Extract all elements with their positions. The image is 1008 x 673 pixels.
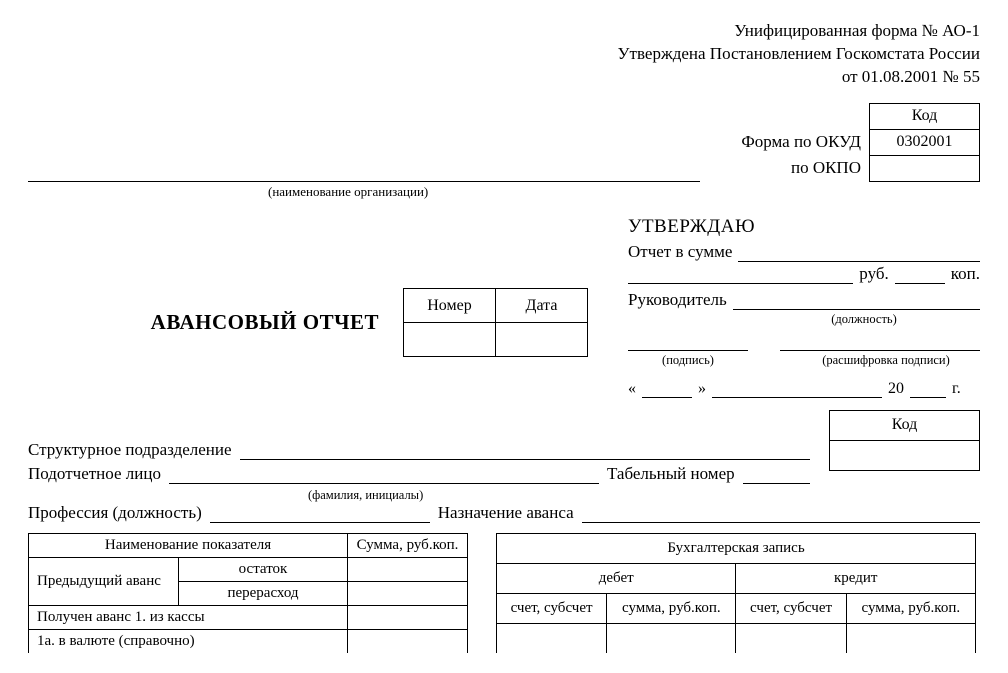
kod2-value — [830, 440, 980, 470]
lt-r1: Предыдущий аванс — [29, 557, 179, 605]
org-name-line — [28, 162, 700, 182]
year-prefix: 20 — [888, 380, 904, 398]
lt-r1a-val — [348, 557, 468, 581]
podot-label: Подотчетное лицо — [28, 464, 161, 484]
ruk-line — [733, 290, 980, 310]
rt-k-schet: счет, субсчет — [736, 593, 846, 623]
rasshifrovka-line — [780, 331, 980, 351]
indicators-table: Наименование показателя Сумма, руб.коп. … — [28, 533, 468, 654]
nazn-line — [582, 503, 980, 523]
sum-line2 — [628, 264, 853, 284]
tabel-line — [743, 464, 810, 484]
podpis-caption: (подпись) — [628, 353, 748, 368]
approve-title: УТВЕРЖДАЮ — [628, 216, 980, 238]
document-title: АВАНСОВЫЙ ОТЧЕТ — [151, 310, 379, 335]
ruk-label: Руководитель — [628, 290, 727, 310]
kop-line — [895, 264, 945, 284]
lt-r1a: остаток — [179, 557, 348, 581]
podot-line — [169, 464, 599, 484]
struct-line — [240, 440, 810, 460]
num-header: Номер — [404, 289, 496, 323]
org-caption: (наименование организации) — [28, 184, 980, 200]
rt-k-summa: сумма, руб.коп. — [846, 593, 975, 623]
rt-debet: дебет — [497, 563, 736, 593]
lt-h1: Наименование показателя — [29, 533, 348, 557]
rt-kredit: кредит — [736, 563, 976, 593]
lt-r1b-val — [348, 581, 468, 605]
okud-value: 0302001 — [870, 129, 980, 155]
fio-caption: (фамилия, инициалы) — [28, 488, 980, 503]
rub-label: руб. — [859, 264, 888, 284]
prof-label: Профессия (должность) — [28, 503, 202, 523]
quote-open: « — [628, 380, 636, 398]
date-header: Дата — [496, 289, 588, 323]
code-table: Код 0302001 — [869, 103, 980, 182]
rt-h1: Бухгалтерская запись — [497, 533, 976, 563]
rasshifrovka-caption: (расшифровка подписи) — [792, 353, 980, 368]
struct-label: Структурное подразделение — [28, 440, 232, 460]
month-line — [712, 378, 882, 398]
details-section: Код Структурное подразделение Подотчетно… — [28, 416, 980, 654]
nazn-label: Назначение аванса — [438, 503, 574, 523]
approve-block: УТВЕРЖДАЮ Отчет в сумме руб. коп. Руково… — [628, 216, 980, 398]
date-value — [496, 323, 588, 357]
rt-row-cell — [497, 623, 607, 653]
lt-r3-val — [348, 629, 468, 653]
kod-header: Код — [870, 103, 980, 129]
lt-r2-val — [348, 605, 468, 629]
rt-d-summa: сумма, руб.коп. — [607, 593, 736, 623]
tabel-label: Табельный номер — [607, 464, 735, 484]
number-date-table: Номер Дата — [403, 288, 588, 357]
lt-r3: 1а. в валюте (справочно) — [29, 629, 348, 653]
podpis-line — [628, 331, 748, 351]
dolzhnost-caption: (должность) — [628, 312, 980, 327]
num-value — [404, 323, 496, 357]
rt-row-cell — [736, 623, 846, 653]
okud-label: Форма по ОКУД — [741, 129, 861, 155]
header-line1: Унифицированная форма № АО-1 — [28, 20, 980, 43]
accounting-table: Бухгалтерская запись дебет кредит счет, … — [496, 533, 976, 654]
header-line3: от 01.08.2001 № 55 — [28, 66, 980, 89]
lt-r2: Получен аванс 1. из кассы — [29, 605, 348, 629]
lt-r1b: перерасход — [179, 581, 348, 605]
year-suffix: г. — [952, 380, 961, 398]
year-line — [910, 378, 946, 398]
sum-line — [738, 242, 980, 262]
okpo-value — [870, 155, 980, 181]
rt-row-cell — [607, 623, 736, 653]
day-line — [642, 378, 692, 398]
code2-table: Код — [829, 410, 980, 471]
rt-row-cell — [846, 623, 975, 653]
kop-label: коп. — [951, 264, 980, 284]
rt-d-schet: счет, субсчет — [497, 593, 607, 623]
quote-close: » — [698, 380, 706, 398]
form-header: Унифицированная форма № АО-1 Утверждена … — [28, 20, 980, 89]
prof-line — [210, 503, 430, 523]
kod2-header: Код — [830, 410, 980, 440]
lt-h2: Сумма, руб.коп. — [348, 533, 468, 557]
header-line2: Утверждена Постановлением Госкомстата Ро… — [28, 43, 980, 66]
okpo-label: по ОКПО — [741, 155, 861, 181]
sum-label: Отчет в сумме — [628, 242, 732, 262]
